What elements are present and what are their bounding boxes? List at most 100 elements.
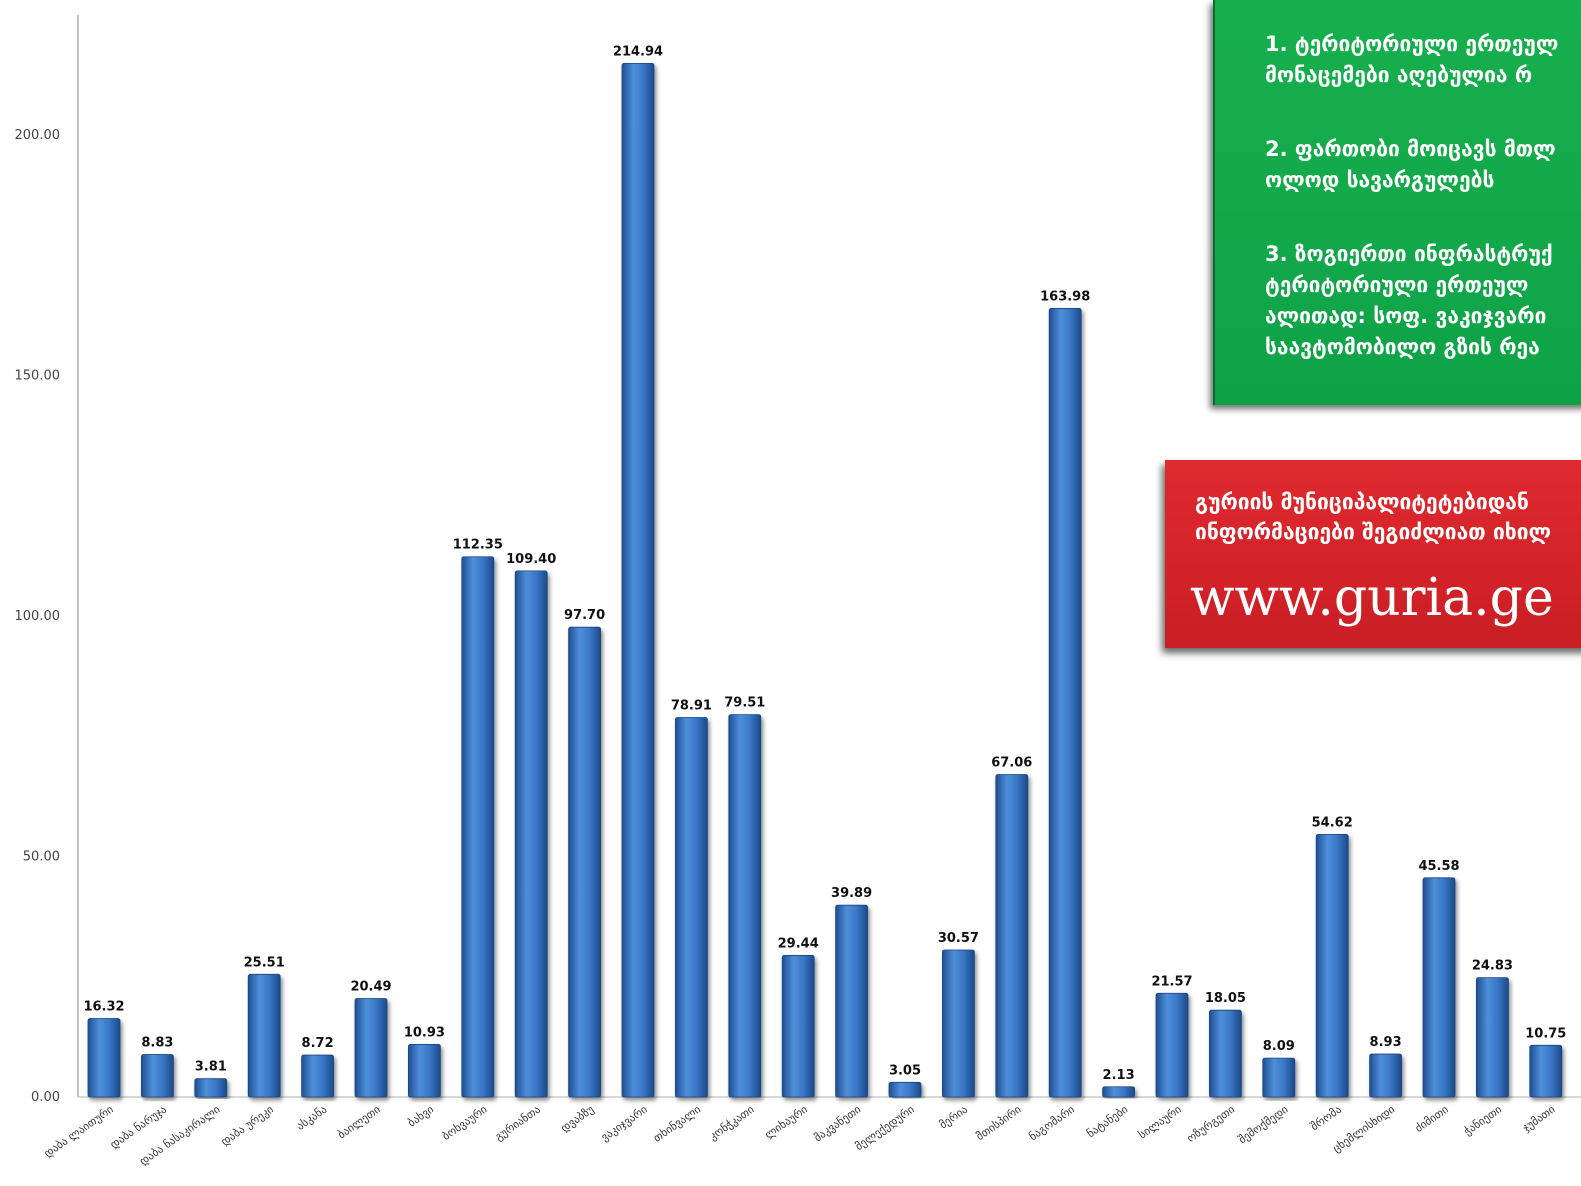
value-labels: 16.32 8.83 3.81 25.51 8.72 20.49 10.93 112.35 10…: [83, 44, 1566, 1082]
value-label: 24.83: [1472, 959, 1513, 974]
value-label: 112.35: [453, 538, 503, 553]
bar: [301, 1054, 335, 1098]
value-label: 163.98: [1040, 289, 1090, 304]
category-label: ჭანიეთი: [1462, 1103, 1505, 1138]
value-label: 214.94: [613, 44, 663, 59]
category-label: მელექედური: [853, 1103, 917, 1153]
category-label: დაბა ლაითური: [42, 1103, 116, 1160]
category-label: შრომა: [1308, 1103, 1344, 1134]
y-tick-label: 200.00: [15, 128, 61, 143]
promo-url-link[interactable]: www.guria.ge: [1190, 568, 1554, 628]
bar: [888, 1081, 922, 1098]
category-label: ასკანა: [294, 1103, 330, 1133]
category-label: ნატანები: [1084, 1103, 1130, 1141]
bar: [568, 626, 601, 1098]
promo-banner: გურიის მუნიციპალიტეტებიდან ინფორმაციები …: [1165, 460, 1581, 648]
value-label: 10.93: [404, 1025, 445, 1040]
value-label: 10.75: [1525, 1026, 1566, 1041]
value-label: 18.05: [1205, 991, 1246, 1006]
category-label: ძიმითი: [1413, 1103, 1451, 1135]
value-label: 25.51: [244, 955, 285, 970]
value-label: 3.05: [889, 1063, 921, 1078]
bar: [140, 1054, 174, 1098]
y-tick-label: 100.00: [15, 609, 61, 624]
value-label: 78.91: [671, 699, 712, 714]
bar: [1155, 992, 1189, 1098]
bar: [1529, 1044, 1563, 1098]
category-label: დვაბზუ: [558, 1103, 596, 1135]
y-tick-label: 150.00: [15, 369, 61, 384]
promo-line: ინფორმაციები შეგიძლიათ იხილ: [1195, 520, 1552, 544]
category-label: ლიხაური: [762, 1103, 810, 1142]
promo-line: გურიის მუნიციპალიტეტებიდან: [1195, 490, 1529, 514]
bar: [461, 556, 495, 1098]
bar: [781, 955, 815, 1098]
category-label: ნაგომარი: [1027, 1103, 1077, 1144]
category-label: ბოხვაური: [440, 1103, 490, 1143]
category-label: ბახვი: [405, 1103, 436, 1130]
bar: [194, 1078, 228, 1098]
value-label: 8.93: [1370, 1035, 1402, 1050]
value-label: 67.06: [991, 756, 1032, 771]
value-label: 8.83: [141, 1036, 173, 1051]
bar: [1102, 1086, 1135, 1098]
category-label: მთისპირი: [974, 1103, 1024, 1143]
value-label: 39.89: [831, 886, 872, 901]
value-label: 29.44: [778, 936, 819, 951]
bar: [1476, 977, 1509, 1098]
category-label: ჯუმათი: [1520, 1103, 1558, 1135]
value-label: 30.57: [938, 931, 979, 946]
note-line: ტერიტორიული ერთეულ: [1265, 273, 1529, 297]
note-line: საავტომობილო გზის რეა: [1265, 335, 1540, 359]
bar: [87, 1018, 121, 1098]
note-line: ალითად: სოფ. ვაკიჯვარი: [1265, 304, 1547, 328]
note-line: 3. ზოგიერთი ინფრასტრუქ: [1265, 242, 1553, 266]
bar: [1048, 308, 1082, 1098]
category-label: ვაკიჯვარი: [599, 1103, 650, 1144]
bar: [514, 570, 548, 1098]
value-label: 2.13: [1103, 1068, 1135, 1083]
category-label: კონჭკათი: [707, 1103, 757, 1143]
bar: [1369, 1053, 1402, 1098]
value-label: 45.58: [1418, 859, 1459, 874]
bar: [675, 717, 708, 1098]
bar: [1315, 833, 1349, 1098]
note-line: მონაცემები აღებულია რ: [1265, 63, 1533, 87]
bar: [835, 904, 868, 1098]
bar: [995, 774, 1029, 1098]
category-label: შემოქმედი: [1236, 1103, 1291, 1147]
category-label: ოზურგეთი: [1184, 1103, 1237, 1145]
bar: [407, 1044, 441, 1098]
value-label: 3.81: [195, 1060, 227, 1075]
bar: [354, 998, 388, 1098]
note-line: 1. ტერიტორიული ერთეულ: [1265, 32, 1559, 56]
value-label: 21.57: [1151, 974, 1192, 989]
value-label: 16.32: [83, 1000, 124, 1015]
bar-series: [87, 62, 1563, 1098]
category-label: მაკვანეთი: [812, 1103, 864, 1145]
y-tick-labels: 0.00 50.00 100.00 150.00 200.00: [15, 128, 61, 1105]
category-label: მერია: [937, 1103, 970, 1132]
category-label: თხინვალი: [651, 1103, 703, 1145]
note-line: 2. ფართობი მოიცავს მთლ: [1265, 137, 1556, 161]
category-label: ბაილეთი: [335, 1103, 383, 1142]
bar: [1422, 877, 1456, 1098]
bar: [247, 973, 281, 1098]
y-tick-label: 50.00: [23, 850, 60, 865]
value-label: 20.49: [350, 979, 391, 994]
value-label: 8.72: [302, 1036, 334, 1051]
y-tick-label: 0.00: [31, 1090, 60, 1105]
bar: [1209, 1009, 1242, 1098]
notes-panel: 1. ტერიტორიული ერთეულ მონაცემები აღებული…: [1213, 0, 1581, 405]
value-label: 8.09: [1263, 1039, 1295, 1054]
category-label: დაბა ურეკი: [219, 1103, 276, 1149]
note-line: ოლოდ სავარგულებს: [1265, 168, 1495, 192]
bar: [621, 62, 655, 1098]
category-label: სილაური: [1136, 1103, 1184, 1142]
value-label: 79.51: [724, 696, 765, 711]
category-label: გურიანთა: [493, 1103, 544, 1144]
bar: [1262, 1057, 1296, 1098]
bar: [942, 949, 975, 1098]
